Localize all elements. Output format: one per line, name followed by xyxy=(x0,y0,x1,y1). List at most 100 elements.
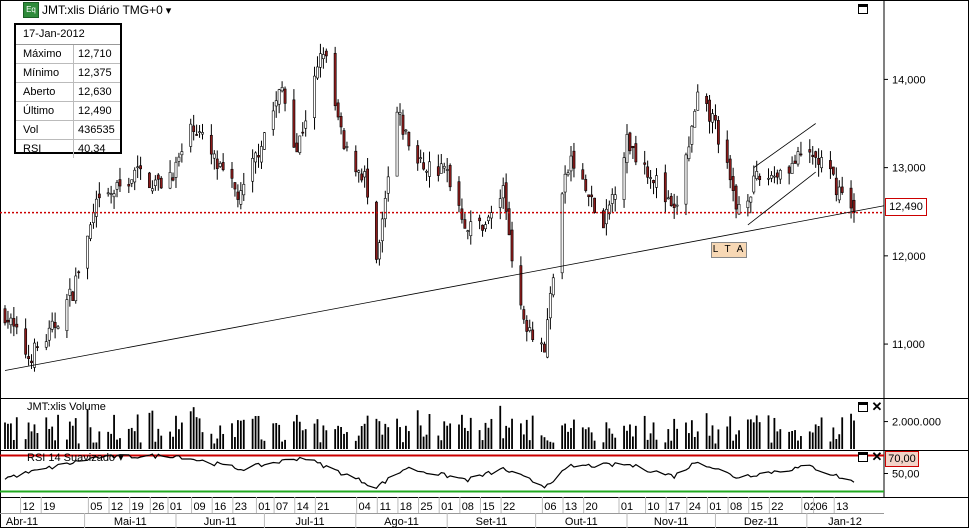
chart-title-bar[interactable]: Eq JMT:xlis Diário TMG+0 ▾ xyxy=(23,2,171,18)
candle-body xyxy=(546,319,549,358)
x-month-label: Ago-11 xyxy=(384,516,419,528)
candle-body xyxy=(298,135,302,153)
candle-body xyxy=(53,322,57,328)
candle-body xyxy=(829,160,832,170)
info-row-rsi: RSI 40,34 xyxy=(16,140,120,158)
candle-body xyxy=(566,172,570,176)
x-day-tick-label: 24 xyxy=(689,501,701,513)
x-day-tick-label: 11 xyxy=(380,501,391,513)
x-day-tick-label: 12 xyxy=(111,501,123,513)
candle-body xyxy=(316,66,319,79)
candle-body xyxy=(696,91,700,111)
x-day-tick-label: 15 xyxy=(482,501,494,513)
info-label: Máximo xyxy=(16,45,74,63)
info-label: Vol xyxy=(16,121,74,139)
candle-body xyxy=(852,199,856,213)
x-day-tick-label: 10 xyxy=(647,501,659,513)
candle-body xyxy=(27,356,30,359)
candle-body xyxy=(649,177,652,179)
x-day-tick-label: 17 xyxy=(668,501,680,513)
x-day-tick-label: 22 xyxy=(503,501,515,513)
rsi-close-icon[interactable]: ✕ xyxy=(871,449,883,464)
x-day-tick-label: 02 xyxy=(804,501,816,513)
candle-body xyxy=(625,134,629,163)
candle-body xyxy=(292,99,296,148)
volume-maximize-icon[interactable] xyxy=(858,402,868,412)
candle-body xyxy=(714,115,717,121)
candle-body xyxy=(398,112,402,115)
candle-body xyxy=(212,153,216,159)
x-day-tick-label: 26 xyxy=(152,501,164,513)
info-label: RSI xyxy=(16,140,74,158)
candle-body xyxy=(50,320,54,330)
x-day-tick-label: 21 xyxy=(317,501,329,513)
volume-panel-title: JMT:xlis Volume xyxy=(27,401,106,413)
candle-body xyxy=(755,171,759,179)
candle-body xyxy=(71,291,75,301)
candle-body xyxy=(773,175,776,178)
maximize-icon[interactable] xyxy=(858,4,868,14)
candle-body xyxy=(811,154,815,157)
candle-body xyxy=(56,326,60,329)
candle-body xyxy=(663,172,667,203)
candle-body xyxy=(675,204,679,207)
candle-body xyxy=(628,132,632,152)
candle-body xyxy=(301,131,305,134)
candle-body xyxy=(655,175,658,188)
rsi-maximize-icon[interactable] xyxy=(858,452,868,462)
candle-body xyxy=(422,162,426,170)
candle-body xyxy=(737,204,741,215)
candle-body xyxy=(74,275,78,302)
candle-body xyxy=(646,166,650,178)
candle-body xyxy=(209,134,213,155)
title-dropdown-icon[interactable]: ▾ xyxy=(165,4,172,17)
candle-body xyxy=(77,271,81,274)
candle-body xyxy=(448,165,452,188)
candle-body xyxy=(375,201,378,260)
x-day-tick-label: 15 xyxy=(751,501,763,513)
x-day-tick-label: 20 xyxy=(586,501,598,513)
candle-body xyxy=(313,75,316,118)
channel-lower-line xyxy=(747,171,816,226)
candle-body xyxy=(366,168,369,198)
candle-body xyxy=(150,188,154,192)
candle-body xyxy=(86,235,89,269)
candle-body xyxy=(115,182,119,190)
candle-body xyxy=(705,95,709,104)
candle-body xyxy=(457,181,461,206)
info-value: 12,490 xyxy=(78,105,112,117)
candle-body xyxy=(540,342,543,345)
candle-body xyxy=(746,200,750,209)
candle-body xyxy=(416,145,420,164)
info-row-last: Último 12,490 xyxy=(16,102,120,121)
candle-body xyxy=(109,193,113,195)
candle-body xyxy=(484,224,487,230)
candle-body xyxy=(345,146,349,148)
candle-body xyxy=(130,179,134,184)
x-day-tick-label: 01 xyxy=(621,501,633,513)
rsi-dropdown-icon[interactable]: ▾ xyxy=(118,452,124,464)
info-value: 12,630 xyxy=(78,86,112,98)
candle-body xyxy=(634,143,638,163)
candle-body xyxy=(684,154,688,205)
candle-body xyxy=(263,132,266,150)
info-row-low: Mínimo 12,375 xyxy=(16,64,120,83)
x-day-tick-label: 19 xyxy=(132,501,144,513)
x-day-tick-label: 22 xyxy=(771,501,783,513)
candle-body xyxy=(799,153,803,156)
info-date: 17-Jan-2012 xyxy=(16,25,120,45)
candle-body xyxy=(94,198,98,217)
candle-body xyxy=(708,99,711,122)
candle-body xyxy=(569,155,573,172)
volume-close-icon[interactable]: ✕ xyxy=(871,399,883,414)
x-day-tick-label: 23 xyxy=(235,501,247,513)
x-day-tick-label: 06 xyxy=(544,501,556,513)
rsi-panel-title[interactable]: RSI 14 Suavizado ▾ xyxy=(27,451,124,464)
candle-body xyxy=(404,129,408,132)
candle-body xyxy=(442,166,446,169)
candle-body xyxy=(501,185,505,199)
candle-body xyxy=(363,171,367,178)
candle-body xyxy=(118,179,122,187)
x-day-tick-label: 07 xyxy=(276,501,288,513)
